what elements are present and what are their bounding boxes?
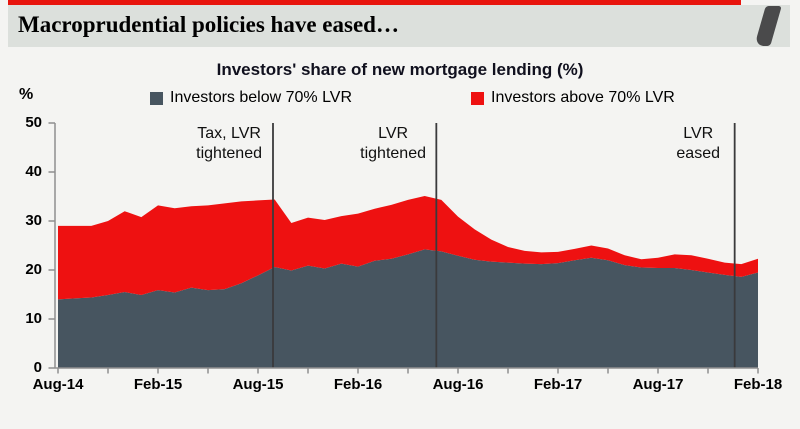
- legend-label-below-70: Investors below 70% LVR: [170, 89, 353, 106]
- x-tick-label: Feb-15: [133, 376, 183, 393]
- annotation-lvr-eased: LVR eased: [676, 125, 720, 162]
- annotation-lvr-tightened: LVR tightened: [360, 125, 426, 162]
- header-accent-bar: [8, 0, 741, 5]
- legend-swatch-above-70: [471, 92, 484, 105]
- x-tick-label: Aug-15: [232, 376, 284, 393]
- x-tick-label: Feb-17: [533, 376, 583, 393]
- x-tick-label: Feb-18: [733, 376, 783, 393]
- annotation-tax-lvr-tightened: Tax, LVR tightened: [196, 125, 262, 162]
- legend-swatch-below-70: [150, 92, 163, 105]
- legend-item-below-70: Investors below 70% LVR: [150, 89, 352, 107]
- y-tick-label: 30: [25, 212, 42, 229]
- x-tick-label: Aug-14: [32, 376, 84, 393]
- y-axis-unit-label: %: [19, 86, 34, 103]
- legend-label-above-70: Investors above 70% LVR: [491, 89, 675, 106]
- legend-item-above-70: Investors above 70% LVR: [471, 89, 675, 107]
- x-tick-label: Aug-17: [632, 376, 684, 393]
- x-tick-label: Aug-16: [432, 376, 484, 393]
- header: Macroprudential policies have eased…: [8, 5, 790, 47]
- y-tick-label: 0: [33, 359, 42, 376]
- page-title: Macroprudential policies have eased…: [18, 12, 399, 37]
- y-tick-label: 40: [25, 163, 42, 180]
- area-above-70-lvr: [58, 196, 758, 300]
- chart-title: Investors' share of new mortgage lending…: [216, 60, 584, 79]
- y-tick-label: 50: [25, 114, 42, 131]
- y-tick-label: 10: [25, 310, 42, 327]
- x-tick-label: Feb-16: [333, 376, 383, 393]
- y-tick-label: 20: [25, 261, 42, 278]
- area-below-70-lvr: [58, 249, 758, 368]
